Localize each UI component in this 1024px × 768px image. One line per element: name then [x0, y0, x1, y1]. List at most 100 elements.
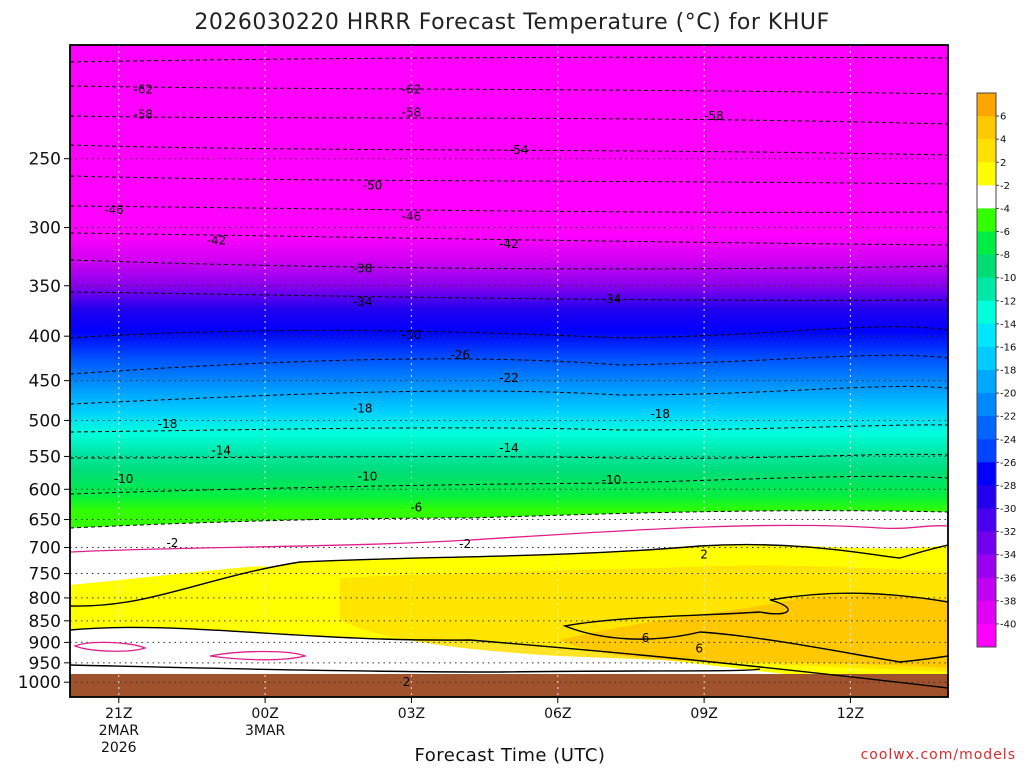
isotherm-label-text: -42	[499, 237, 519, 251]
colorbar-swatch	[977, 554, 996, 579]
isotherm-label: -22	[499, 371, 519, 385]
colorbar-tick-label: 2	[1000, 158, 1006, 169]
y-tick-label: 750	[29, 565, 61, 585]
colorbar-tick-label: -16	[1000, 342, 1016, 353]
colorbar-swatch	[977, 162, 996, 186]
isotherm-label-text: -58	[402, 106, 422, 120]
isotherm-lines	[70, 56, 948, 689]
y-tick-label: 400	[29, 327, 61, 347]
freezing-line-lower-left	[73, 641, 147, 652]
colorbar-swatch	[977, 139, 996, 163]
colorbar-swatch	[977, 623, 996, 648]
isotherm-label: -50	[363, 178, 383, 192]
isotherm-30	[70, 291, 948, 301]
site-credit: coolwx.com/models	[861, 747, 1016, 763]
colorbar-tick-label: 6	[1000, 112, 1006, 123]
isotherm-label: -54	[509, 143, 529, 157]
colorbar-tick-label: -22	[1000, 412, 1016, 423]
isotherm-label: -46	[402, 210, 422, 224]
isotherm-labels: -62 -62-58 -58 -58-54-50-46 -46-42 -42-38-34-…	[104, 83, 724, 689]
isotherm-label-text: -42	[207, 233, 227, 247]
colorbar-tick-label: -10	[1000, 273, 1016, 284]
x-tick-label: 21Z	[105, 706, 132, 722]
y-axis: 2503003504004505005506006507007508008509…	[18, 150, 70, 693]
colorbar-swatch	[977, 600, 996, 625]
isotherm-label-text: -14	[211, 444, 231, 458]
isotherm-label: -14	[499, 441, 519, 455]
isotherm-label: -58	[133, 107, 153, 121]
isotherm-label-text: -46	[104, 203, 124, 217]
chart-title: 2026030220 HRRR Forecast Temperature (°C…	[194, 10, 829, 35]
isotherm-6	[70, 475, 948, 495]
colorbar-tick-label: -32	[1000, 527, 1016, 538]
isotherm-label-text: -62	[402, 83, 422, 97]
isotherm-label: -42	[499, 237, 519, 251]
isotherm-18	[70, 385, 948, 405]
isotherm-label-text: -58	[704, 109, 724, 123]
colorbar-swatch	[977, 93, 996, 117]
isotherm-label: -2	[459, 537, 471, 551]
y-tick-label: 900	[29, 633, 61, 653]
isotherm-label-text: -10	[602, 473, 622, 487]
y-tick-label: 600	[29, 480, 61, 500]
isotherm-label: -34	[353, 295, 373, 309]
isotherm-label: -30	[402, 328, 422, 342]
isotherm-label-text: -2	[166, 536, 178, 550]
colorbar: 6 4 2 -2 -4 -6 -8 -10 -12 -14 -16 -18 -20 -22 -24 -26 -2…	[976, 92, 1016, 648]
isotherm-label: -62	[133, 83, 153, 97]
colorbar-tick-label: -2	[1000, 181, 1010, 192]
colorbar-tick-label: -18	[1000, 366, 1016, 377]
isotherm-2-upper	[70, 543, 948, 607]
plot-frame	[69, 44, 949, 698]
x-tick-label: 12Z	[837, 706, 864, 722]
colorbar-swatch	[977, 346, 996, 371]
isotherm-14	[70, 424, 948, 433]
isotherm-label: 6	[695, 642, 703, 656]
colorbar-tick-label: -6	[1000, 227, 1010, 238]
ground-below-surface	[70, 674, 948, 697]
isotherm-label: 2	[403, 675, 411, 689]
y-tick-label: 650	[29, 511, 61, 531]
isotherm-label: -58	[704, 109, 724, 123]
colorbar-tick-label: -4	[1000, 204, 1010, 215]
isotherm-label: -26	[450, 348, 470, 362]
x-axis-title: Forecast Time (UTC)	[415, 745, 606, 766]
isotherm-label-text: -34	[602, 292, 622, 306]
isotherm-label-text: -26	[450, 348, 470, 362]
isotherm-label-text: -18	[158, 417, 178, 431]
isotherm-label: -18	[158, 417, 178, 431]
isotherm-label: -18	[650, 407, 670, 421]
colorbar-swatch	[977, 393, 996, 417]
colorbar-tick-label: 4	[1000, 135, 1006, 146]
isotherm-label-text: 6	[642, 631, 650, 645]
isotherm-46	[70, 175, 948, 185]
isotherm-label: -46	[104, 203, 124, 217]
isotherm-label-text: 2	[700, 547, 708, 561]
colorbar-swatch	[977, 323, 996, 348]
colorbar-tick-label: -26	[1000, 458, 1016, 469]
isotherm-label-text: -10	[358, 469, 378, 483]
isotherm-label-text: -54	[509, 143, 529, 157]
y-tick-label: 300	[29, 219, 61, 239]
x-tick-label: 00Z	[251, 706, 278, 722]
colorbar-swatch	[977, 231, 996, 256]
isotherm-2-surface	[70, 664, 761, 673]
colorbar-swatch	[977, 254, 996, 279]
isotherm-58	[70, 85, 948, 95]
isotherm-6-upper	[562, 592, 948, 663]
isotherm-label-text: -46	[402, 210, 422, 224]
isotherm-label-text: -30	[402, 328, 422, 342]
isotherm-label-text: 6	[695, 642, 703, 656]
white-band-freezing-layer	[70, 510, 948, 585]
colorbar-swatch	[977, 577, 996, 602]
y-tick-label: 800	[29, 589, 61, 609]
isotherm-label-text: -18	[650, 407, 670, 421]
isotherm-minus-2	[70, 510, 948, 529]
isotherm-label: -62	[402, 83, 422, 97]
isotherm-label: -2	[166, 536, 178, 550]
isotherm-label: -10	[602, 473, 622, 487]
isotherm-label-text: -18	[353, 402, 373, 416]
isotherm-26	[70, 326, 948, 339]
colorbar-swatch	[977, 300, 996, 325]
colorbar-swatch	[977, 416, 996, 440]
